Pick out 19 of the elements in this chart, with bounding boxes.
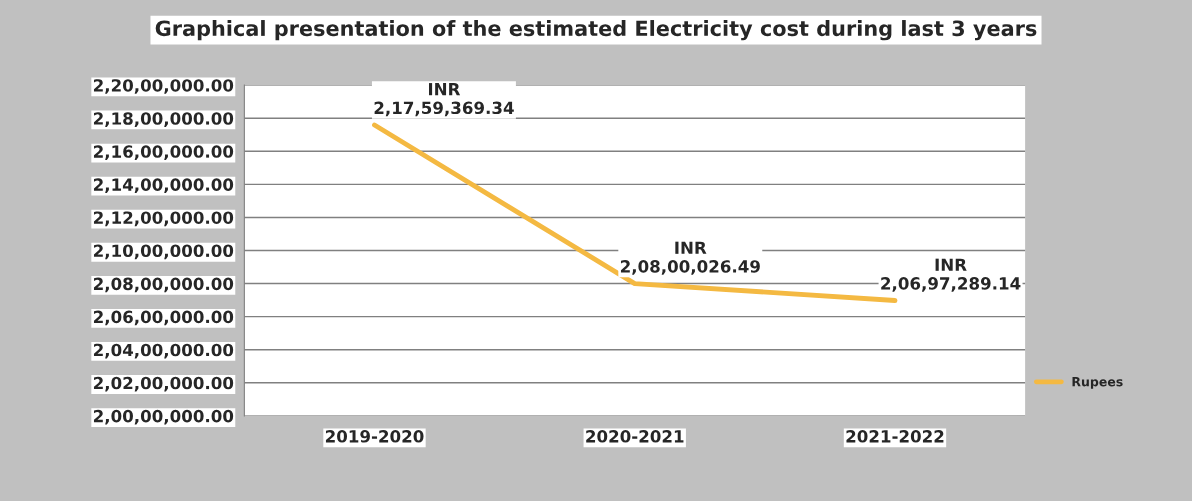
y-tick-label: 2,10,00,000.00 <box>93 244 234 260</box>
x-tick-label: 2019-2020 <box>325 430 424 443</box>
y-tick-label: 2,18,00,000.00 <box>93 112 234 127</box>
x-tick-label: 2020-2021 <box>586 430 684 443</box>
x-tick-label: 2021-2022 <box>846 430 944 443</box>
chart-title: Graphical presentation of the estimated Electricity cost during last 3 years <box>155 20 1037 41</box>
data-label: INR 2,08,00,026.49 <box>620 241 760 275</box>
y-tick-label: 2,02,00,000.00 <box>93 376 234 392</box>
legend-label: Rupees <box>1072 377 1123 389</box>
y-tick-label: 2,08,00,000.00 <box>93 277 234 293</box>
data-label: INR 2,17,59,369.34 <box>374 83 514 117</box>
y-tick-label: 2,06,00,000.00 <box>93 310 234 326</box>
y-tick-label: 2,12,00,000.00 <box>93 211 234 227</box>
y-tick-label: 2,20,00,000.00 <box>93 79 234 94</box>
y-tick-label: 2,14,00,000.00 <box>93 178 234 194</box>
data-label: INR 2,06,97,289.14 <box>881 258 1021 292</box>
y-tick-label: 2,00,00,000.00 <box>93 409 234 425</box>
y-tick-label: 2,16,00,000.00 <box>93 145 234 160</box>
y-tick-label: 2,04,00,000.00 <box>93 343 234 359</box>
